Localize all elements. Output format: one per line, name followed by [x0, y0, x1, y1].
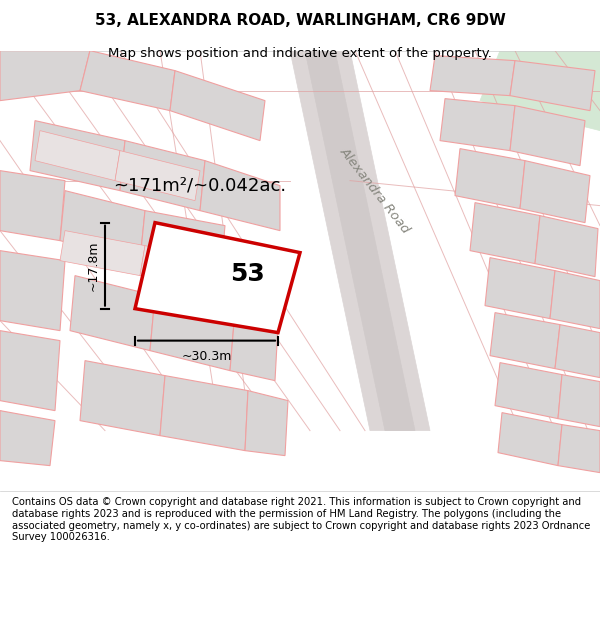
Polygon shape — [470, 202, 540, 264]
Polygon shape — [70, 276, 155, 351]
Text: ~171m²/~0.042ac.: ~171m²/~0.042ac. — [113, 177, 287, 194]
Polygon shape — [80, 361, 165, 436]
Polygon shape — [455, 149, 525, 209]
Polygon shape — [498, 412, 562, 466]
Polygon shape — [160, 376, 248, 451]
Polygon shape — [495, 362, 562, 419]
Polygon shape — [510, 61, 595, 111]
Polygon shape — [550, 271, 600, 329]
Polygon shape — [80, 51, 175, 111]
Polygon shape — [480, 51, 600, 131]
Polygon shape — [245, 391, 288, 456]
Polygon shape — [490, 312, 560, 369]
Text: ~17.8m: ~17.8m — [86, 241, 100, 291]
Polygon shape — [558, 424, 600, 472]
Text: 53, ALEXANDRA ROAD, WARLINGHAM, CR6 9DW: 53, ALEXANDRA ROAD, WARLINGHAM, CR6 9DW — [95, 12, 505, 28]
Polygon shape — [305, 51, 415, 431]
Polygon shape — [0, 171, 65, 241]
Polygon shape — [0, 51, 90, 101]
Polygon shape — [135, 222, 300, 332]
Polygon shape — [520, 161, 590, 222]
Text: 53: 53 — [230, 262, 265, 286]
Polygon shape — [140, 246, 222, 292]
Polygon shape — [230, 311, 278, 381]
Polygon shape — [430, 56, 515, 96]
Polygon shape — [558, 374, 600, 427]
Polygon shape — [440, 99, 515, 151]
Polygon shape — [120, 141, 205, 211]
Polygon shape — [510, 106, 585, 166]
Polygon shape — [0, 331, 60, 411]
Polygon shape — [60, 231, 145, 276]
Polygon shape — [60, 191, 145, 261]
Text: ~30.3m: ~30.3m — [181, 350, 232, 363]
Polygon shape — [290, 51, 430, 431]
Polygon shape — [485, 258, 555, 319]
Text: Contains OS data © Crown copyright and database right 2021. This information is : Contains OS data © Crown copyright and d… — [12, 498, 590, 542]
Polygon shape — [35, 131, 120, 181]
Polygon shape — [115, 151, 200, 201]
Polygon shape — [555, 324, 600, 378]
Polygon shape — [150, 296, 235, 371]
Polygon shape — [535, 216, 598, 277]
Polygon shape — [170, 71, 265, 141]
Text: Map shows position and indicative extent of the property.: Map shows position and indicative extent… — [108, 48, 492, 61]
Text: Alexandra Road: Alexandra Road — [337, 145, 413, 236]
Polygon shape — [0, 251, 65, 331]
Polygon shape — [140, 211, 225, 281]
Polygon shape — [200, 161, 280, 231]
Polygon shape — [0, 411, 55, 466]
Polygon shape — [30, 121, 125, 191]
